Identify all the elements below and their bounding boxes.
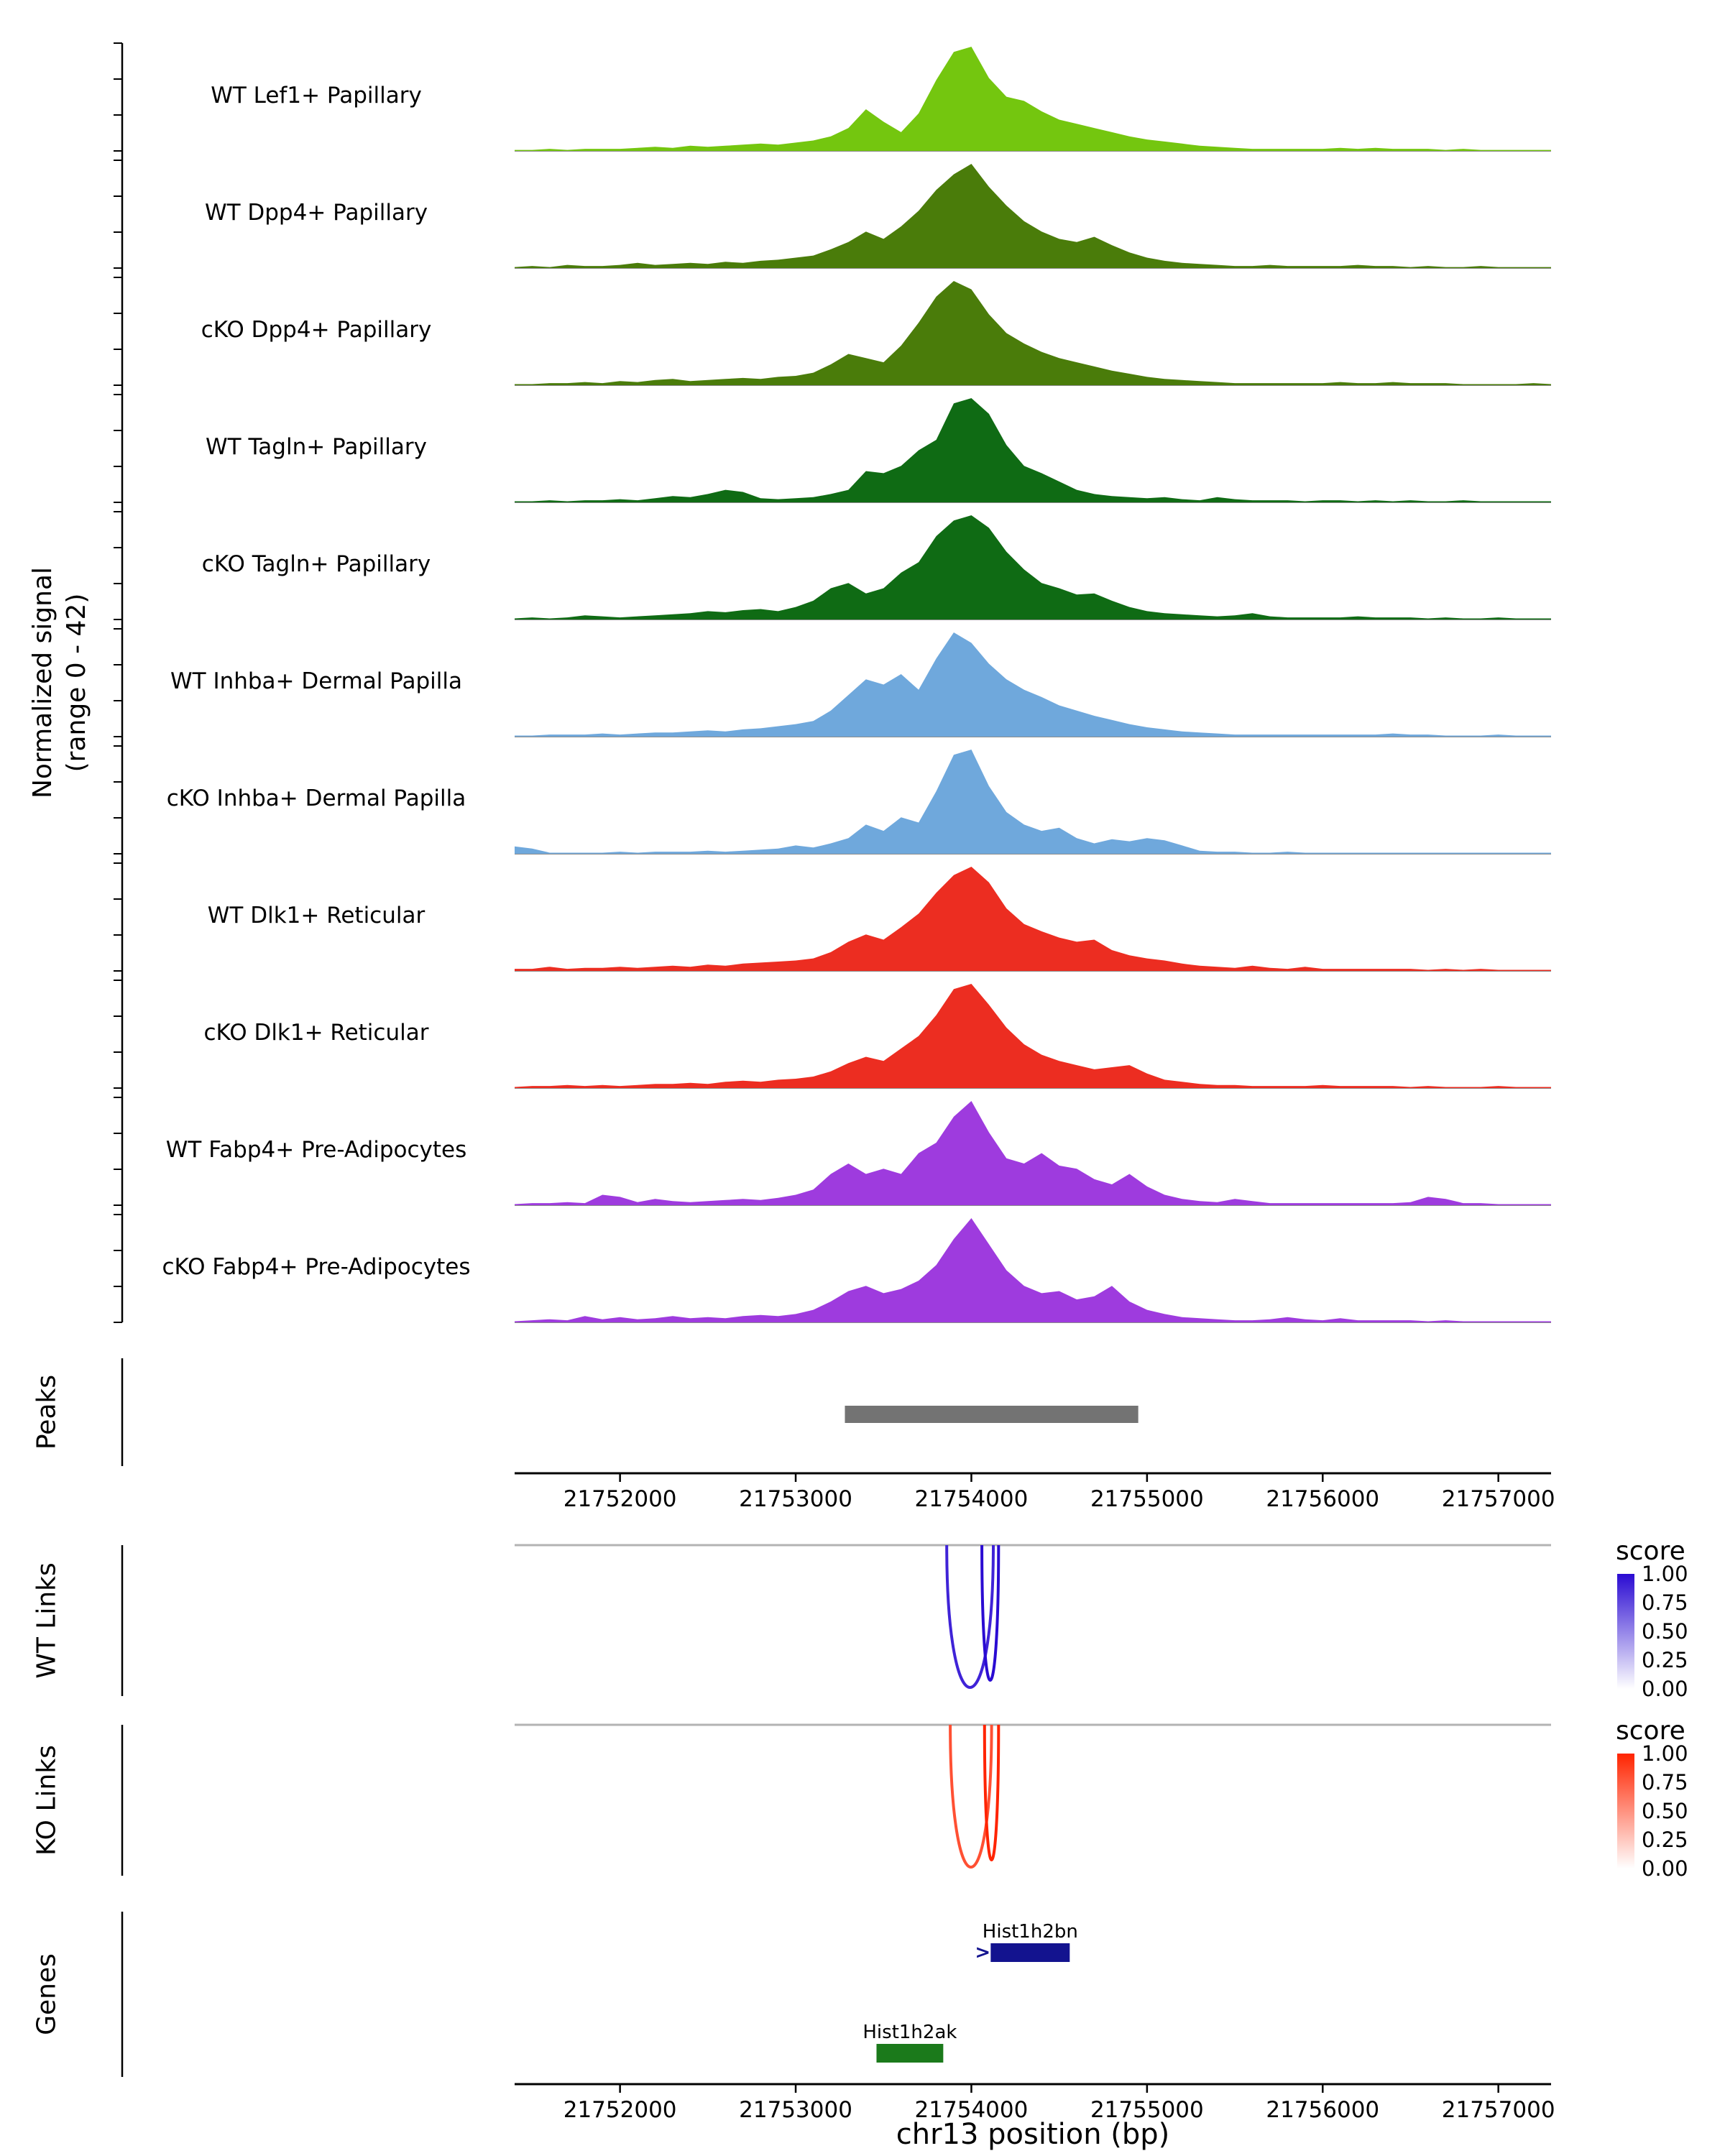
track-label: WT Dpp4+ Papillary (204, 200, 428, 226)
track-label: cKO Dpp4+ Papillary (201, 317, 432, 343)
wt-link-arc (945, 1544, 995, 1689)
genome-axis-tick-label: 21756000 (1266, 2097, 1379, 2123)
wt-score-colorbar (1617, 1574, 1634, 1689)
track-label: WT Dlk1+ Reticular (207, 903, 426, 929)
section-label-peaks: Peaks (32, 1374, 62, 1450)
ko-link-arc (949, 1724, 993, 1869)
signal-area (515, 515, 1551, 619)
wt-score-legend-title: score (1616, 1537, 1685, 1566)
x-axis-label: chr13 position (bp) (896, 2118, 1170, 2151)
signal-area (515, 398, 1551, 502)
wt-score-legend-tick-label: 0.50 (1642, 1619, 1688, 1644)
genome-axis-tick-label: 21755000 (1090, 1486, 1204, 1512)
wt-link-arc (980, 1544, 1000, 1682)
gene-strand-arrow-icon: > (975, 1942, 990, 1963)
track-label: WT Fabp4+ Pre-Adipocytes (165, 1137, 467, 1163)
y-axis-label: Normalized signal (range 0 - 42) (28, 566, 91, 799)
genome-axis-tick-label: 21756000 (1266, 1486, 1379, 1512)
signal-area (515, 47, 1551, 151)
ko-score-legend-tick-label: 1.00 (1642, 1741, 1688, 1766)
signal-area (515, 632, 1551, 737)
signal-area (515, 867, 1551, 971)
genome-axis-tick-label: 21754000 (915, 1486, 1029, 1512)
ko-score-legend-title: score (1616, 1716, 1685, 1746)
section-label-ko-links: KO Links (32, 1745, 62, 1856)
signal-area (515, 750, 1551, 854)
track-label: WT Lef1+ Papillary (211, 83, 422, 109)
genome-axis-tick-label: 21752000 (564, 1486, 677, 1512)
track-label: cKO Tagln+ Papillary (201, 551, 431, 577)
track-label: cKO Inhba+ Dermal Papilla (166, 786, 466, 811)
gene-body (990, 1943, 1070, 1962)
signal-area (515, 1218, 1551, 1322)
ko-score-legend-tick-label: 0.00 (1642, 1856, 1688, 1881)
genome-axis-tick-label: 21754000 (915, 2097, 1029, 2123)
genome-axis-tick-label: 21752000 (564, 2097, 677, 2123)
ko-score-legend-tick-label: 0.50 (1642, 1799, 1688, 1823)
ko-score-legend-tick-label: 0.25 (1642, 1828, 1688, 1852)
signal-area (515, 281, 1551, 385)
signal-area (515, 984, 1551, 1088)
section-label-genes: Genes (32, 1953, 62, 2035)
ko-link-arc (983, 1724, 1000, 1861)
track-label: WT Inhba+ Dermal Papilla (170, 668, 462, 694)
wt-score-legend-tick-label: 0.25 (1642, 1648, 1688, 1672)
signal-area (515, 1101, 1551, 1205)
section-label-wt-links: WT Links (32, 1562, 62, 1679)
track-label: cKO Dlk1+ Reticular (203, 1020, 429, 1046)
gene-body (876, 2044, 944, 2063)
wt-score-legend-tick-label: 0.00 (1642, 1677, 1688, 1701)
gene-label: Hist1h2bn (983, 1921, 1078, 1943)
genome-axis-tick-label: 21757000 (1442, 1486, 1555, 1512)
ko-score-colorbar (1617, 1754, 1634, 1869)
genome-axis-tick-label: 21753000 (739, 1486, 852, 1512)
signal-area (515, 164, 1551, 268)
ko-score-legend-tick-label: 0.75 (1642, 1770, 1688, 1795)
track-label: cKO Fabp4+ Pre-Adipocytes (162, 1254, 471, 1280)
peak-region-bar (845, 1406, 1138, 1423)
genome-axis-tick-label: 21753000 (739, 2097, 852, 2123)
genome-axis-tick-label: 21757000 (1442, 2097, 1555, 2123)
wt-score-legend-tick-label: 1.00 (1642, 1562, 1688, 1586)
wt-score-legend-tick-label: 0.75 (1642, 1590, 1688, 1615)
genome-axis-tick-label: 21755000 (1090, 2097, 1204, 2123)
track-label: WT Tagln+ Papillary (206, 434, 427, 460)
gene-label: Hist1h2ak (862, 2022, 957, 2043)
